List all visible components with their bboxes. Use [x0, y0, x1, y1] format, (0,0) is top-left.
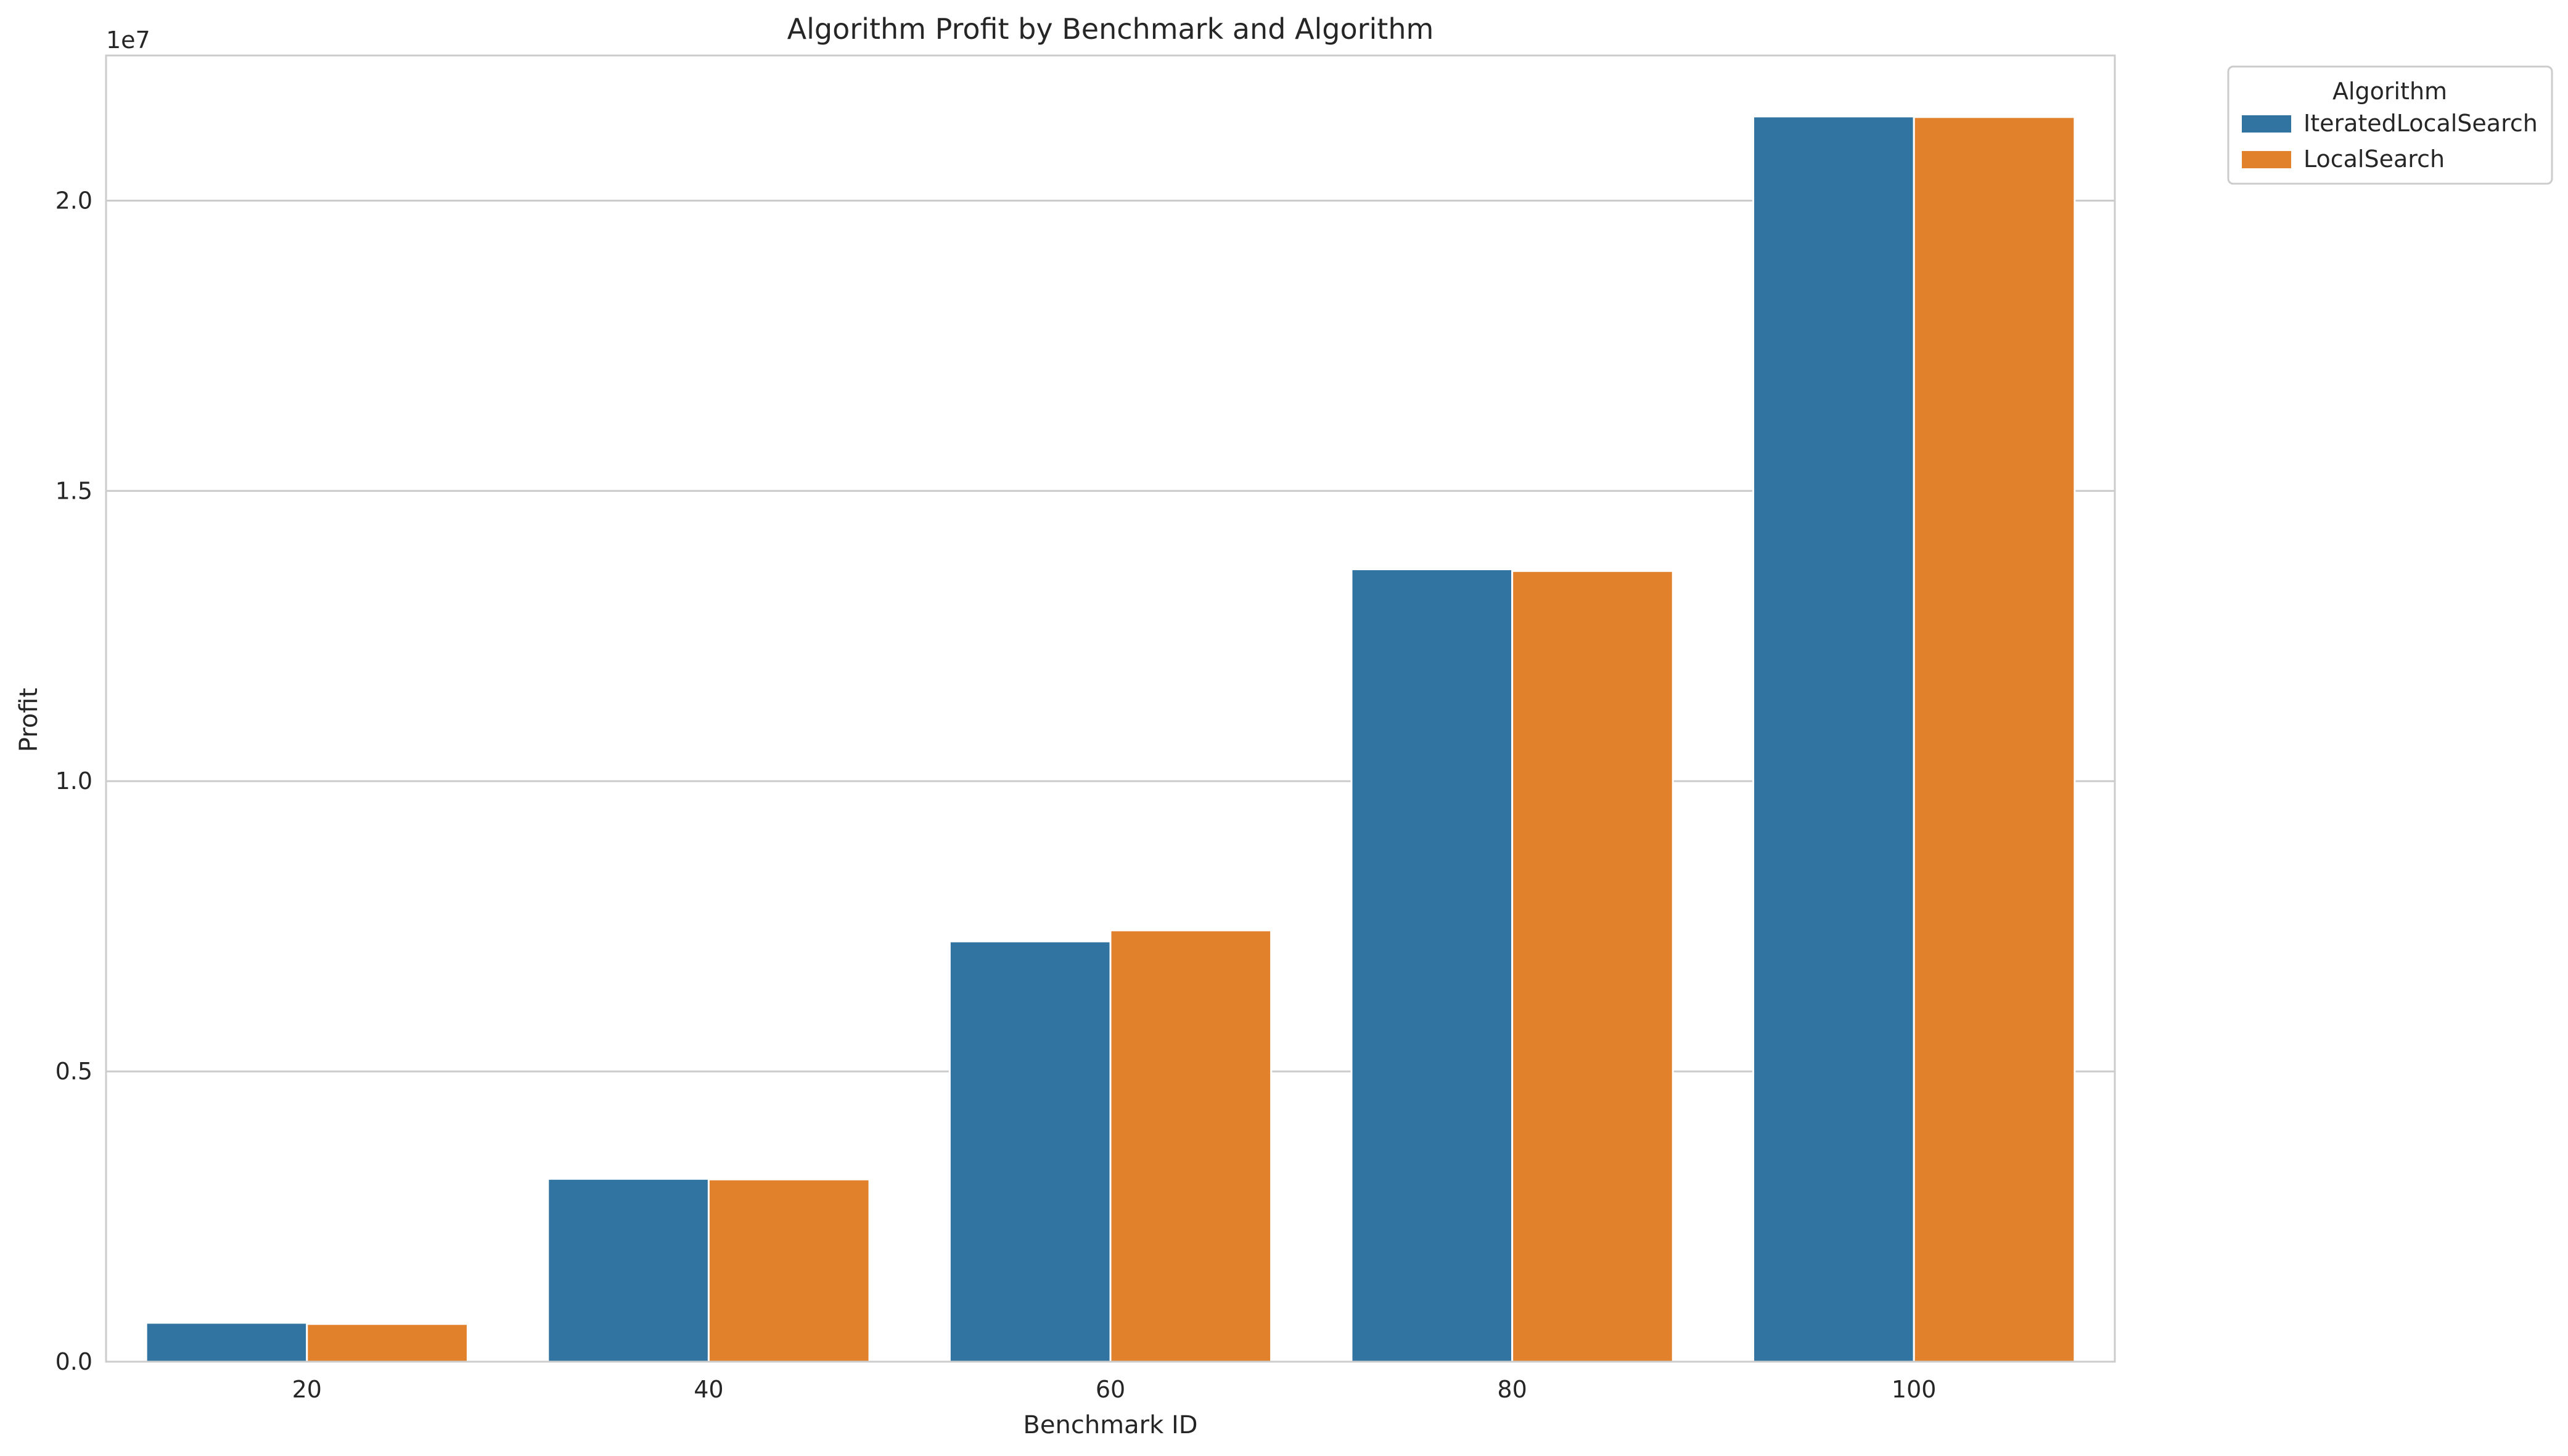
y-tick-label: 1.5	[55, 477, 92, 504]
bar-LocalSearch-100	[1913, 116, 2076, 1363]
legend-swatch	[2242, 115, 2291, 133]
x-tick-label: 40	[694, 1376, 723, 1403]
bar-LocalSearch-40	[707, 1178, 871, 1363]
legend-entry-label: LocalSearch	[2303, 145, 2445, 173]
legend-swatch	[2242, 151, 2291, 168]
x-axis-label: Benchmark ID	[1023, 1411, 1197, 1439]
bar-IteratedLocalSearch-40	[547, 1177, 710, 1363]
y-axis-label: Profit	[15, 688, 43, 752]
legend: Algorithm IteratedLocalSearch LocalSearch	[2227, 65, 2553, 185]
y-axis-offset-label: 1e7	[106, 27, 150, 54]
bar-LocalSearch-20	[306, 1323, 469, 1363]
bar-IteratedLocalSearch-80	[1350, 568, 1514, 1363]
legend-entry-label: IteratedLocalSearch	[2303, 110, 2538, 137]
x-tick-label: 20	[292, 1376, 322, 1403]
legend-frame	[2227, 65, 2553, 185]
x-tick-label: 80	[1497, 1376, 1527, 1403]
bar-LocalSearch-80	[1511, 570, 1674, 1363]
bar-IteratedLocalSearch-100	[1752, 115, 1915, 1363]
y-axis-ticks: 0.0 0.5 1.0 1.5 2.0	[55, 187, 92, 1375]
y-tick-label: 1.0	[55, 767, 92, 795]
bar-IteratedLocalSearch-20	[145, 1322, 308, 1363]
y-tick-label: 2.0	[55, 187, 92, 214]
legend-title: Algorithm	[2332, 78, 2447, 105]
y-tick-label: 0.5	[55, 1058, 92, 1085]
bar-IteratedLocalSearch-60	[948, 940, 1112, 1363]
plot-frame	[105, 54, 2116, 1363]
y-tick-label: 0.0	[55, 1348, 92, 1375]
x-tick-label: 60	[1096, 1376, 1125, 1403]
x-axis-ticks: 20 40 60 80 100	[292, 1376, 1937, 1403]
x-tick-label: 100	[1892, 1376, 1937, 1403]
bar-LocalSearch-60	[1109, 929, 1273, 1363]
bars	[145, 115, 2076, 1363]
chart-title: Algorithm Profit by Benchmark and Algori…	[787, 12, 1434, 46]
